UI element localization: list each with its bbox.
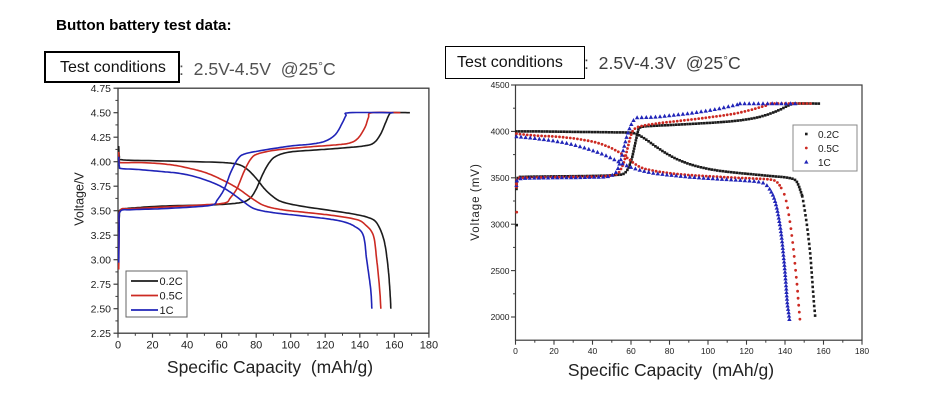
svg-text:4.50: 4.50: [91, 107, 112, 119]
svg-text:3.50: 3.50: [91, 205, 112, 217]
svg-text:180: 180: [855, 346, 869, 356]
svg-text:4.75: 4.75: [91, 83, 112, 95]
svg-text:2.50: 2.50: [91, 303, 112, 315]
svg-text:20: 20: [549, 346, 559, 356]
svg-text:Voltage/V: Voltage/V: [73, 172, 87, 226]
svg-text:120: 120: [316, 340, 334, 352]
svg-text:60: 60: [626, 346, 636, 356]
svg-text:1C: 1C: [818, 158, 831, 169]
svg-text:4500: 4500: [491, 80, 510, 90]
svg-text:4.25: 4.25: [91, 132, 112, 144]
svg-text:Specific Capacity (mAh/g): Specific Capacity (mAh/g): [568, 360, 774, 380]
svg-text:4000: 4000: [491, 127, 510, 137]
svg-text:100: 100: [701, 346, 715, 356]
svg-text:3.00: 3.00: [91, 254, 112, 266]
svg-text:0: 0: [115, 340, 121, 352]
svg-text:Voltage (mV): Voltage (mV): [470, 163, 482, 241]
svg-text:40: 40: [588, 346, 598, 356]
svg-text:180: 180: [420, 340, 438, 352]
svg-text:80: 80: [665, 346, 675, 356]
svg-text:3.75: 3.75: [91, 181, 112, 193]
svg-text:2.25: 2.25: [91, 328, 112, 340]
svg-text:0: 0: [513, 346, 518, 356]
svg-text:1C: 1C: [160, 305, 174, 317]
svg-text:3000: 3000: [491, 219, 510, 229]
svg-text:160: 160: [816, 346, 830, 356]
svg-text:160: 160: [385, 340, 403, 352]
svg-text:80: 80: [250, 340, 262, 352]
svg-text:0.2C: 0.2C: [818, 130, 839, 141]
svg-text:4.00: 4.00: [91, 156, 112, 168]
svg-text:0.5C: 0.5C: [818, 144, 839, 155]
svg-text:3.25: 3.25: [91, 230, 112, 242]
svg-text:3500: 3500: [491, 173, 510, 183]
svg-text:2000: 2000: [491, 312, 510, 322]
svg-text:0.5C: 0.5C: [160, 290, 183, 302]
svg-text:140: 140: [778, 346, 792, 356]
svg-text:20: 20: [146, 340, 158, 352]
svg-text:60: 60: [215, 340, 227, 352]
svg-text:140: 140: [351, 340, 369, 352]
svg-text:2500: 2500: [491, 266, 510, 276]
svg-text:2.75: 2.75: [91, 279, 112, 291]
svg-text:40: 40: [181, 340, 193, 352]
svg-text:100: 100: [282, 340, 300, 352]
svg-text:Specific Capacity (mAh/g): Specific Capacity (mAh/g): [167, 357, 373, 377]
svg-text:0.2C: 0.2C: [160, 276, 183, 288]
svg-text:120: 120: [739, 346, 753, 356]
